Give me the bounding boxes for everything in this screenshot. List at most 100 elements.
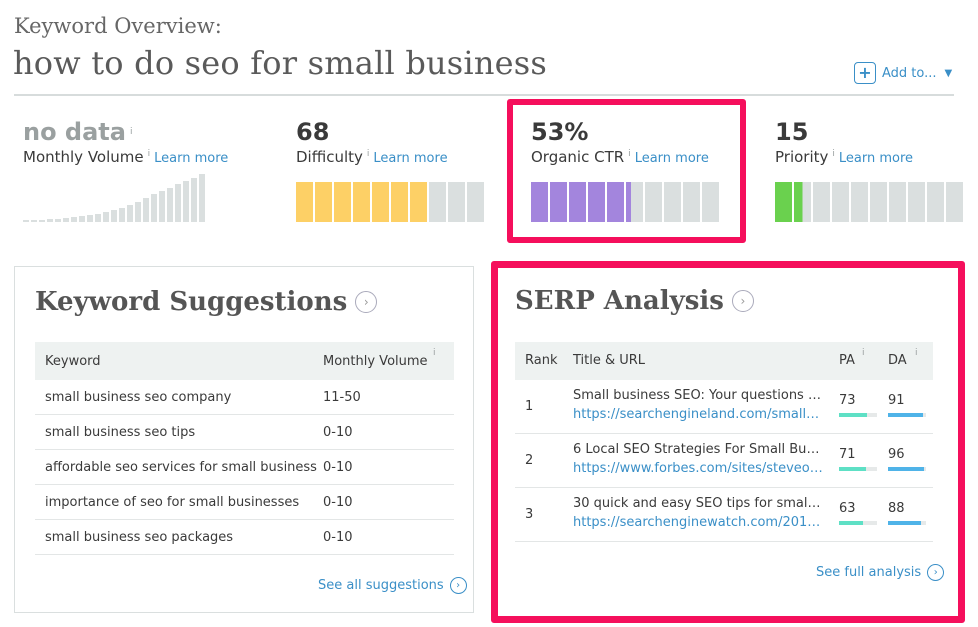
bar-segment [832, 182, 849, 222]
info-icon[interactable]: i [433, 348, 436, 358]
add-to-button[interactable]: + Add to... ▼ [854, 62, 952, 84]
difficulty-label: Difficulty [296, 148, 363, 166]
see-all-label: See all suggestions [318, 578, 444, 593]
bar-segment [391, 182, 408, 222]
volume-value: no data [23, 118, 126, 146]
table-row[interactable]: small business seo packages 0-10 [35, 520, 454, 555]
chevron-right-icon[interactable]: › [731, 290, 754, 312]
difficulty-bar [296, 182, 484, 222]
ctr-bar [531, 182, 719, 222]
priority-label: Priority [775, 148, 829, 166]
bar-segment [702, 182, 719, 222]
table-row[interactable]: affordable seo services for small busine… [35, 450, 454, 485]
col-title-url: Title & URL [573, 353, 646, 368]
bar-segment [550, 182, 567, 222]
volume-cell: 0-10 [323, 425, 353, 440]
caret-down-icon: ▼ [944, 67, 953, 79]
serp-analysis-panel: SERP Analysis › [495, 266, 953, 613]
metric-volume: no data i Monthly Volume i Learn more [23, 118, 228, 222]
col-keyword: Keyword [45, 354, 101, 369]
da-value: 88 [888, 501, 905, 516]
da-bar [888, 521, 926, 525]
volume-cell: 0-10 [323, 530, 353, 545]
bar-segment [683, 182, 700, 222]
volume-trend-chart [23, 174, 228, 222]
da-bar [888, 467, 926, 471]
bar-segment [775, 182, 792, 222]
col-pa: PA [839, 353, 855, 368]
bar-segment [410, 182, 427, 222]
info-icon[interactable]: i [915, 348, 918, 358]
bar-segment [927, 182, 944, 222]
bar-segment [946, 182, 963, 222]
ctr-label: Organic CTR [531, 148, 625, 166]
table-row[interactable]: 1 Small business SEO: Your questions ans… [515, 380, 933, 434]
keyword-suggestions-panel: Keyword Suggestions › Keyword Monthly Vol… [14, 266, 474, 613]
suggestions-title: Keyword Suggestions › [35, 287, 378, 317]
bar-segment [908, 182, 925, 222]
bar-segment [531, 182, 548, 222]
table-row[interactable]: 2 6 Local SEO Strategies For Small Busin… [515, 434, 933, 488]
table-row[interactable]: small business seo company 11-50 [35, 380, 454, 415]
bar-segment [372, 182, 389, 222]
ctr-value: 53% [531, 118, 589, 146]
metric-priority: 15 Priority i Learn more [775, 118, 963, 222]
table-row[interactable]: importance of seo for small businesses 0… [35, 485, 454, 520]
bar-segment [296, 182, 313, 222]
chevron-right-icon[interactable]: › [355, 291, 378, 313]
see-full-analysis-link[interactable]: See full analysis › [816, 564, 945, 581]
col-rank: Rank [525, 353, 558, 368]
suggestions-table-header: Keyword Monthly Volume i [35, 342, 454, 380]
info-icon[interactable]: i [129, 126, 133, 137]
see-full-label: See full analysis [816, 565, 922, 580]
chevron-right-icon: › [449, 577, 467, 594]
rank-cell: 3 [525, 507, 534, 522]
pa-bar [839, 521, 877, 525]
bar-segment [870, 182, 887, 222]
metric-organic-ctr: 53% Organic CTR i Learn more [531, 118, 719, 222]
volume-learn-more-link[interactable]: Learn more [154, 151, 229, 166]
bar-segment [889, 182, 906, 222]
difficulty-learn-more-link[interactable]: Learn more [373, 151, 448, 166]
serp-table-header: Rank Title & URL PA i DA i [515, 342, 933, 380]
bar-segment [569, 182, 586, 222]
pa-bar [839, 467, 877, 471]
priority-learn-more-link[interactable]: Learn more [838, 151, 914, 166]
pa-value: 63 [839, 501, 856, 516]
keyword-cell: importance of seo for small businesses [45, 495, 300, 510]
volume-cell: 11-50 [323, 390, 361, 405]
header-divider [14, 94, 954, 96]
keyword-cell: small business seo packages [45, 530, 234, 545]
info-icon[interactable]: i [366, 149, 370, 159]
bar-segment [467, 182, 484, 222]
pa-bar [839, 413, 877, 417]
pa-value: 71 [839, 447, 856, 462]
table-row[interactable]: 3 30 quick and easy SEO tips for small b… [515, 488, 933, 542]
volume-cell: 0-10 [323, 495, 353, 510]
see-all-suggestions-link[interactable]: See all suggestions › [318, 577, 467, 594]
bar-segment [626, 182, 643, 222]
page-subtitle: Keyword Overview: [14, 14, 222, 38]
difficulty-value: 68 [296, 118, 330, 146]
plus-icon: + [854, 62, 876, 84]
bar-segment [429, 182, 446, 222]
ctr-learn-more-link[interactable]: Learn more [634, 151, 709, 166]
volume-cell: 0-10 [323, 460, 353, 475]
col-monthly-volume: Monthly Volume [323, 354, 428, 369]
rank-cell: 1 [525, 399, 534, 414]
bar-segment [813, 182, 830, 222]
page-title: how to do seo for small business [13, 44, 548, 82]
metric-difficulty: 68 Difficulty i Learn more [296, 118, 484, 222]
keyword-cell: small business seo company [45, 390, 232, 405]
info-icon[interactable]: i [832, 149, 835, 159]
bar-segment [794, 182, 811, 222]
info-icon[interactable]: i [147, 149, 151, 159]
serp-title: SERP Analysis › [515, 286, 754, 316]
priority-bar [775, 182, 963, 222]
bar-segment [315, 182, 332, 222]
bar-segment [645, 182, 662, 222]
bar-segment [588, 182, 605, 222]
info-icon[interactable]: i [862, 348, 865, 358]
table-row[interactable]: small business seo tips 0-10 [35, 415, 454, 450]
info-icon[interactable]: i [628, 149, 631, 159]
